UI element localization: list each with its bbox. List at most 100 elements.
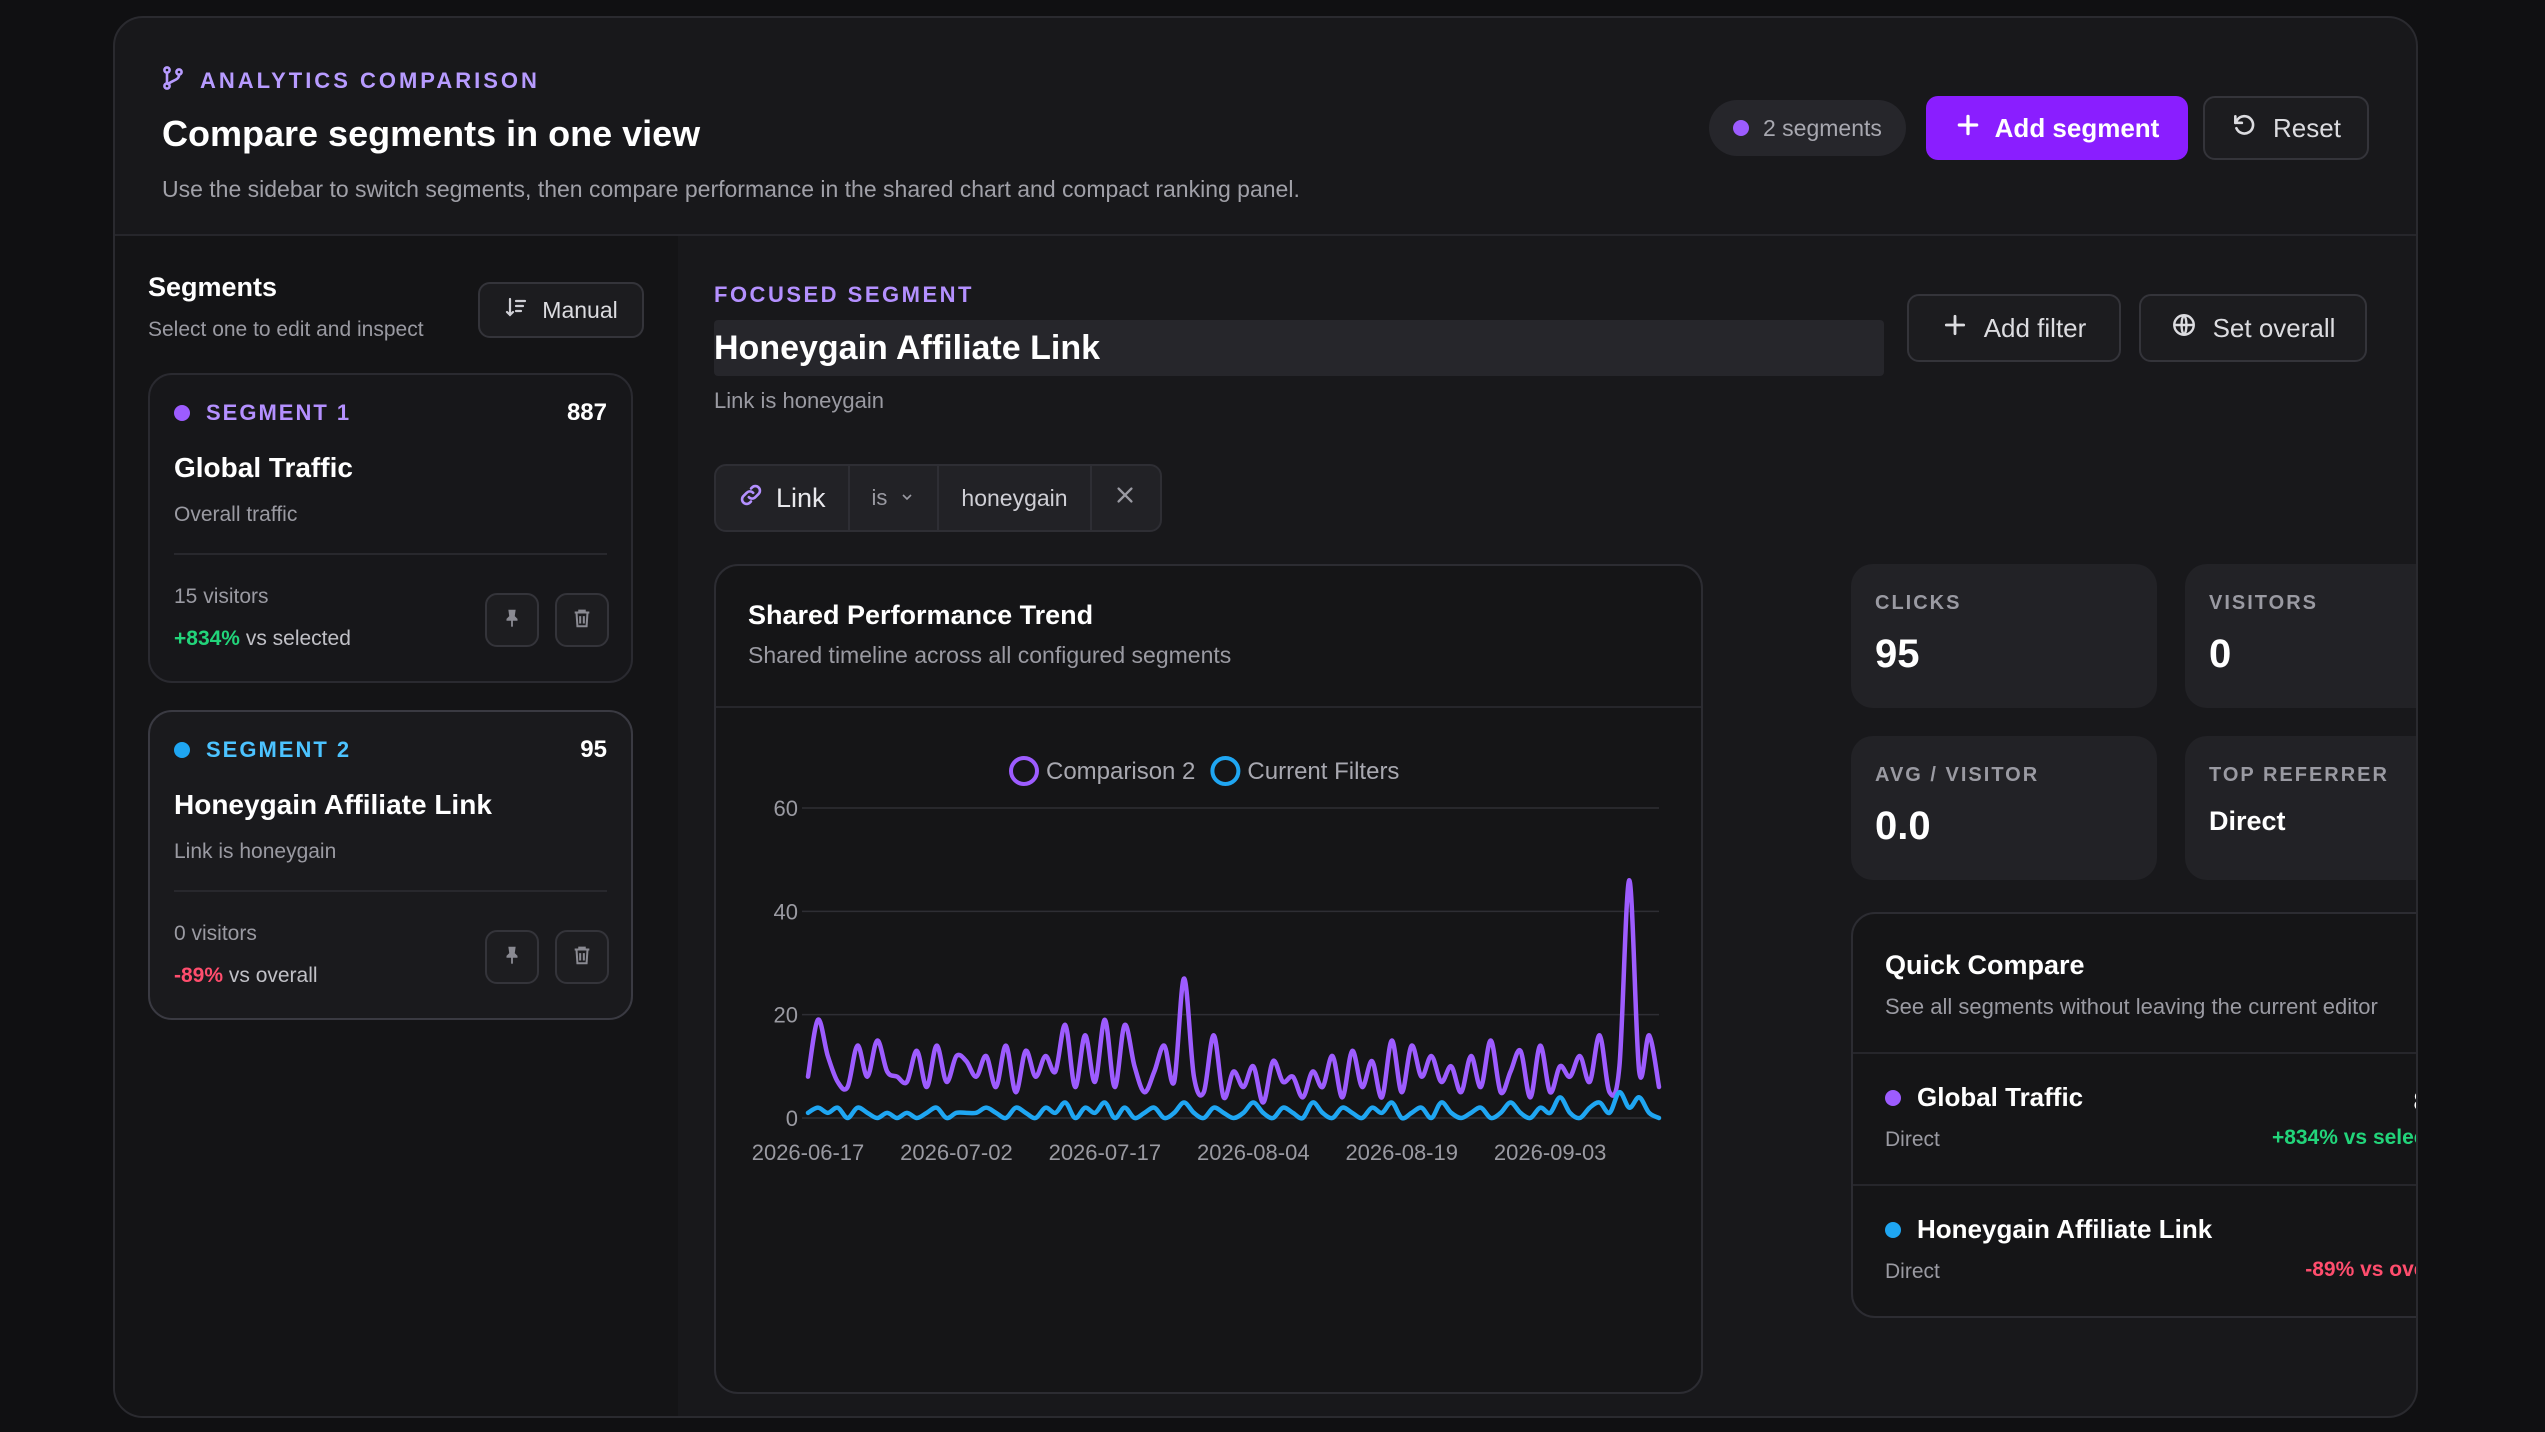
trash-icon [571,944,593,971]
stat-label: TOP REFERRER [2209,764,2389,786]
quick-compare-title: Quick Compare [1885,950,2085,980]
set-overall-button[interactable]: Set overall [2139,294,2367,362]
x-tick-label: 2026-08-04 [1197,1140,1310,1165]
legend-label: Comparison 2 [1046,758,1195,785]
x-tick-label: 2026-07-02 [900,1140,1013,1165]
filter-value-input[interactable]: honeygain [939,466,1092,530]
y-tick-label: 20 [774,1003,798,1028]
quick-compare-row[interactable]: Honeygain Affiliate Link Direct 95 -89% … [1853,1184,2416,1316]
segment-delta: -89% vs overall [174,964,318,988]
focused-segment-subtitle: Link is honeygain [714,388,885,413]
close-icon [1114,484,1136,512]
stat-label: AVG / VISITOR [1875,764,2040,786]
trend-line-chart: 0 20 40 60 2026-06-17 2026-07-02 2026-07-17 202… [752,756,1662,1165]
remove-filter-button[interactable] [1092,466,1158,530]
qc-row-name: Honeygain Affiliate Link [1885,1214,2212,1245]
legend-label: Current Filters [1247,758,1399,785]
focused-segment-eyebrow: FOCUSED SEGMENT [714,282,974,307]
y-tick-label: 0 [786,1106,798,1131]
segment-delta: +834% vs selected [174,627,351,651]
qc-row-count: 887 [2414,1086,2416,1117]
chart-title: Shared Performance Trend [748,600,1094,630]
segment-count: 95 [580,736,607,763]
sort-icon [504,295,528,325]
segment-visitors: 0 visitors [174,922,257,945]
qc-row-name: Global Traffic [1885,1082,2083,1113]
quick-compare-row[interactable]: Global Traffic Direct 887 +834% vs selec… [1853,1052,2416,1184]
trash-icon [571,607,593,634]
segment-color-dot-icon [174,742,190,758]
segment-label: SEGMENT 2 [206,737,352,762]
page-header: ANALYTICS COMPARISON Compare segments in… [115,18,2416,236]
stat-value: 0 [2209,632,2232,676]
set-overall-label: Set overall [2212,312,2336,343]
x-tick-label: 2026-07-17 [1049,1140,1162,1165]
add-filter-button[interactable]: Add filter [1907,294,2121,362]
pin-button[interactable] [485,593,539,647]
qc-row-delta: -89% vs overall [2305,1258,2416,1281]
chevron-down-icon [899,485,915,511]
focused-segment-title-input[interactable]: Honeygain Affiliate Link [714,320,1884,376]
plus-icon [1942,312,1968,345]
segment-dot-icon [1885,1089,1901,1106]
divider [174,553,607,555]
segment-card-header: SEGMENT 1 887 [174,399,607,427]
performance-chart-card: Shared Performance Trend Shared timeline… [714,564,1703,1394]
segments-count-label: 2 segments [1763,114,1882,141]
segment-name: Honeygain Affiliate Link [174,789,492,820]
stat-card-top-referrer: TOP REFERRER Direct [2185,736,2416,880]
sort-label: Manual [542,296,618,323]
main-panel: FOCUSED SEGMENT Honeygain Affiliate Link… [678,236,2416,1416]
filter-value-label: honeygain [961,484,1068,511]
add-segment-button[interactable]: Add segment [1926,96,2188,160]
divider [174,890,607,892]
branch-icon [162,66,184,96]
delta-value: -89% [174,964,224,987]
delete-button[interactable] [555,930,609,984]
filter-operator-select[interactable]: is [850,466,940,530]
stat-card-avg-visitor: AVG / VISITOR 0.0 [1851,736,2157,880]
stat-label: CLICKS [1875,592,1962,614]
delta-suffix: vs selected [239,627,351,650]
add-filter-label: Add filter [1983,312,2087,343]
page-subtitle: Use the sidebar to switch segments, then… [162,176,1300,202]
x-tick-label: 2026-08-19 [1345,1140,1458,1165]
segment-description: Link is honeygain [174,840,337,863]
delete-button[interactable] [555,593,609,647]
pin-button[interactable] [485,930,539,984]
filter-operator-label: is [871,485,888,510]
sidebar-subtitle: Select one to edit and inspect [148,318,424,341]
stat-card-visitors: VISITORS 0 [2185,564,2416,708]
quick-compare-subtitle: See all segments without leaving the cur… [1885,994,2378,1019]
delta-suffix: vs overall [223,964,318,987]
filter-field-select[interactable]: Link [716,466,850,530]
stat-label: VISITORS [2209,592,2318,614]
y-tick-label: 40 [774,899,798,924]
segment-card-header: SEGMENT 2 95 [174,736,607,764]
series-line-2 [805,1089,1662,1121]
globe-icon [2171,312,2197,345]
sort-manual-button[interactable]: Manual [478,282,644,338]
sidebar-title: Segments [148,272,278,302]
x-tick-label: 2026-09-03 [1494,1140,1607,1165]
y-tick-label: 60 [774,796,798,821]
chart-subtitle: Shared timeline across all configured se… [748,642,1232,668]
link-icon [738,482,764,515]
reset-button[interactable]: Reset [2203,96,2369,160]
filter-field-label: Link [776,482,826,513]
segment-card-2[interactable]: SEGMENT 2 95 Honeygain Affiliate Link Li… [148,710,633,1020]
delta-value: +834% [174,627,240,650]
header-eyebrow: ANALYTICS COMPARISON [162,66,540,96]
add-segment-label: Add segment [1994,112,2160,143]
segment-description: Overall traffic [174,503,298,526]
x-tick-label: 2026-06-17 [752,1140,865,1165]
filter-chip: Link is honeygain [714,464,1162,532]
qc-row-delta: +834% vs selected [2271,1126,2416,1149]
app-frame: ANALYTICS COMPARISON Compare segments in… [113,16,2418,1418]
segment-dot-icon [1885,1221,1901,1238]
stat-value: 95 [1875,632,1920,676]
segment-card-1[interactable]: SEGMENT 1 887 Global Traffic Overall tra… [148,373,633,683]
qc-row-name-label: Honeygain Affiliate Link [1917,1214,2213,1244]
page-title: Compare segments in one view [162,113,701,154]
segment-label: SEGMENT 1 [206,400,352,425]
